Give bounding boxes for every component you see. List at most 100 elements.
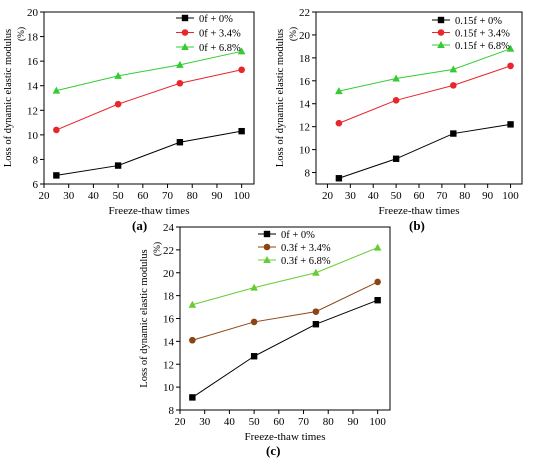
legend-label: 0f + 3.4% [199,29,241,40]
y-tick-label: 14 [27,81,39,93]
legend-marker [263,243,271,251]
data-point [374,297,381,304]
data-point [450,82,457,89]
legend-label: 0f + 0% [199,14,233,25]
y-tick-label: 20 [299,30,311,42]
data-point [312,321,320,328]
data-point [53,172,60,179]
legend-marker [263,230,271,238]
data-point [189,394,196,401]
data-point [450,130,457,137]
y-axis-unit: (%) [288,27,299,41]
series-line [192,281,378,341]
data-point [176,79,184,87]
data-point [238,66,245,74]
x-tick-label: 90 [482,190,494,202]
data-point [250,318,258,326]
y-tick-label: 14 [299,99,311,111]
data-point [506,44,515,52]
x-tick-label: 60 [273,416,285,428]
data-point [392,96,400,104]
x-axis-label: Freeze-thaw times [379,205,460,217]
y-tick-label: 8 [305,168,311,180]
y-tick-label: 16 [299,76,311,88]
x-tick-label: 70 [162,190,174,202]
y-axis-unit: (%) [16,27,27,41]
x-tick-label: 90 [347,416,359,428]
caption-b: (b) [409,218,425,233]
y-tick-label: 20 [27,7,39,19]
y-tick-label: 24 [163,222,175,234]
data-point [237,47,246,55]
series-line [56,130,242,176]
chart-panel-b: 20 30 40 50 60 70 80 90 100 8 10 12 14 16 18 20 22 Freeze… [275,7,523,217]
legend-label: 0.15f + 6.8% [455,41,510,52]
series-line [338,65,511,124]
y-tick-label: 12 [27,105,38,117]
y-tick-label: 14 [163,336,175,348]
y-tick-label: 18 [299,53,311,65]
y-tick-label: 16 [163,314,175,326]
x-tick-label: 70 [298,416,310,428]
x-tick-label: 100 [369,416,386,428]
data-point [250,283,258,291]
legend-label: 0f + 6.8% [199,43,241,54]
chart-panel-c: 20 30 40 50 60 70 80 90 100 8 10 12 14 16 18 20 22 24 Free… [139,222,391,443]
legend-marker [263,256,271,263]
y-tick-label: 22 [299,7,310,19]
legend-marker [181,29,189,36]
x-tick-label: 40 [88,190,100,202]
legend-marker [437,16,445,24]
legend-label: 0.15f + 0% [455,16,502,27]
legend-marker [181,14,189,22]
data-point [449,65,458,73]
data-point [53,126,60,134]
x-tick-label: 50 [391,190,403,202]
y-tick-label: 20 [163,268,175,280]
data-point [238,127,245,135]
x-tick-label: 20 [175,416,187,428]
data-point [250,353,258,360]
y-tick-label: 18 [27,32,39,44]
plot-frame [179,226,391,411]
legend-label: 0.3f + 6.8% [281,256,331,267]
legend-label: 0.3f + 3.4% [281,243,331,254]
series-line [56,69,242,131]
y-tick-label: 10 [163,382,175,394]
data-point [335,119,343,127]
y-tick-label: 18 [163,291,175,303]
x-tick-label: 80 [187,190,199,202]
series-line [56,50,242,92]
legend-label: 0.15f + 3.4% [455,29,510,40]
x-tick-label: 60 [137,190,149,202]
legend-label: 0f + 0% [281,230,315,241]
data-point [373,243,382,251]
x-tick-label: 60 [414,190,426,202]
data-point [114,162,122,169]
caption-a: (a) [132,218,148,233]
legend-marker [181,43,189,50]
data-point [176,60,184,68]
x-tick-label: 20 [322,190,334,202]
x-axis-label: Freeze-thaw times [109,205,190,217]
data-point [335,175,343,182]
data-point [188,300,197,308]
x-tick-label: 80 [323,416,335,428]
x-tick-label: 90 [211,190,223,202]
y-axis-label: Loss of dynamic elastic modulus [275,29,286,167]
y-axis-unit: (%) [152,242,163,256]
x-tick-label: 50 [113,190,125,202]
y-tick-label: 10 [27,130,39,142]
y-tick-label: 6 [33,179,39,191]
data-point [312,268,320,276]
x-tick-label: 100 [502,190,519,202]
data-point [374,278,381,286]
y-tick-label: 8 [33,154,39,166]
y-axis-label: Loss of dynamic elastic modulus [139,249,150,387]
data-point [335,87,343,95]
y-tick-label: 16 [27,56,39,68]
x-tick-label: 20 [39,190,51,202]
series-line [338,123,511,179]
x-tick-label: 40 [224,416,236,428]
